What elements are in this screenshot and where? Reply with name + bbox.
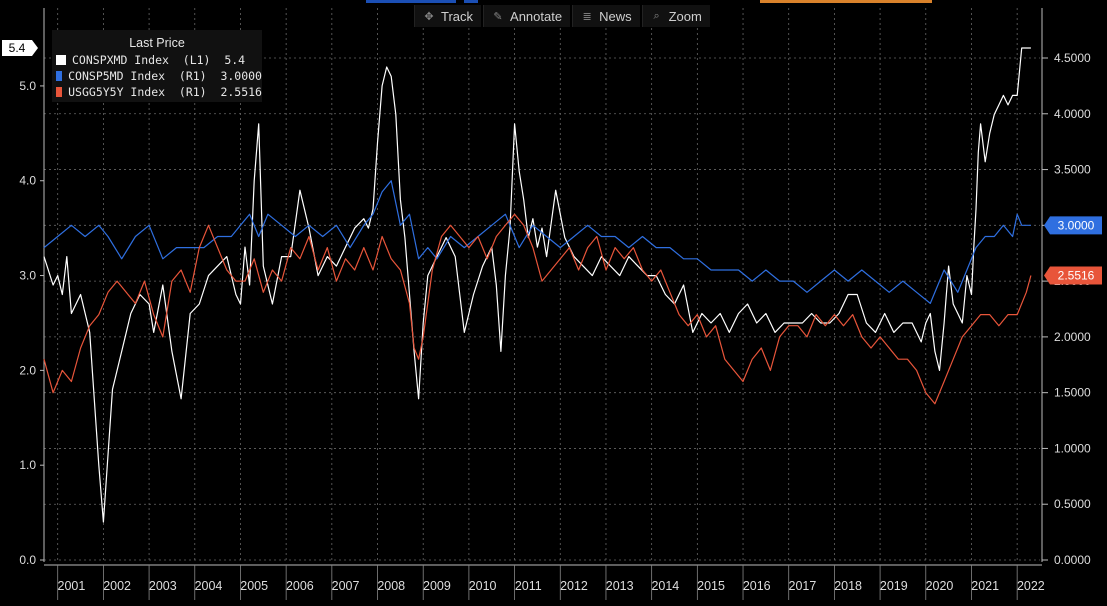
- right-last-value-box: [1044, 266, 1102, 285]
- x-axis-tick-label: 2017: [789, 579, 817, 593]
- right-axis-tick-label: 4.0000: [1054, 107, 1091, 121]
- x-axis-tick-label: 2015: [697, 579, 725, 593]
- x-axis-tick-label: 2019: [880, 579, 908, 593]
- annotate-button[interactable]: ✎ Annotate: [483, 5, 571, 27]
- x-axis-tick-label: 2016: [743, 579, 771, 593]
- right-axis-tick-label: 2.0000: [1054, 330, 1091, 344]
- legend-swatch-orange: [56, 87, 63, 97]
- annotate-label: Annotate: [510, 8, 563, 24]
- x-axis-tick-label: 2008: [377, 579, 405, 593]
- pencil-icon: ✎: [493, 10, 503, 23]
- left-axis-tick-label: 0.0: [19, 553, 36, 567]
- x-axis-tick-label: 2001: [58, 579, 86, 593]
- left-axis-tick-label: 4.0: [19, 174, 36, 188]
- right-last-value-label: 2.5516: [1058, 269, 1095, 283]
- x-axis-tick-label: 2006: [286, 579, 314, 593]
- series-line-conspxmd: [43, 47, 1031, 523]
- legend-item-usgg5y5y: USGG5Y5Y Index (R1) 2.5516: [52, 84, 262, 100]
- x-axis-tick-label: 2013: [606, 579, 634, 593]
- left-last-value-box: [2, 40, 38, 56]
- right-axis-tick-label: 4.5000: [1054, 51, 1091, 65]
- news-label: News: [599, 8, 632, 24]
- x-axis-tick-label: 2014: [651, 579, 679, 593]
- x-axis-tick-label: 2003: [149, 579, 177, 593]
- top-accent-bar-blue-small: [464, 0, 478, 3]
- x-axis-tick-label: 2012: [560, 579, 588, 593]
- legend-label: USGG5Y5Y Index (R1) 2.5516: [68, 85, 262, 99]
- left-axis-tick-label: 1.0: [19, 458, 36, 472]
- x-axis-tick-label: 2007: [332, 579, 360, 593]
- left-axis-tick-label: 2.0: [19, 363, 36, 377]
- x-axis-tick-label: 2005: [240, 579, 268, 593]
- top-accent-bar-blue: [366, 0, 456, 3]
- right-axis-tick-label: 0.5000: [1054, 497, 1091, 511]
- x-axis-tick-label: 2002: [103, 579, 131, 593]
- x-axis-tick-label: 2009: [423, 579, 451, 593]
- left-last-value-label: 5.4: [9, 41, 26, 55]
- series-line-consp5md: [43, 180, 1031, 304]
- news-button[interactable]: ≣ News: [572, 5, 640, 27]
- legend-swatch-blue: [56, 71, 63, 81]
- right-axis-tick-label: 1.5000: [1054, 386, 1091, 400]
- top-accent-bar-orange: [760, 0, 932, 3]
- left-axis-tick-label: 5.0: [19, 79, 36, 93]
- zoom-label: Zoom: [668, 8, 702, 24]
- legend-label: CONSPXMD Index (L1) 5.4: [72, 53, 246, 67]
- zoom-button[interactable]: ⌕ Zoom: [641, 5, 710, 27]
- x-axis-tick-label: 2011: [515, 579, 542, 593]
- right-last-value-label: 3.0000: [1058, 218, 1095, 232]
- right-axis-tick-label: 0.0000: [1054, 553, 1091, 567]
- x-axis-tick-label: 2010: [469, 579, 497, 593]
- series-line-usgg5y5y: [43, 213, 1032, 405]
- legend-title: Last Price: [129, 36, 185, 50]
- left-axis-tick-label: 3.0: [19, 269, 36, 283]
- chart-toolbar: ✥ Track ✎ Annotate ≣ News ⌕ Zoom: [414, 5, 710, 27]
- right-axis-tick-label: 3.5000: [1054, 163, 1091, 177]
- legend-label: CONSP5MD Index (R1) 3.0000: [68, 69, 262, 83]
- x-axis-tick-label: 2004: [195, 579, 223, 593]
- legend-item-consp5md: CONSP5MD Index (R1) 3.0000: [52, 68, 262, 84]
- x-axis-tick-label: 2022: [1017, 579, 1045, 593]
- x-axis-tick-label: 2020: [926, 579, 954, 593]
- chart-legend: Last Price CONSPXMD Index (L1) 5.4 CONSP…: [52, 30, 262, 102]
- track-label: Track: [441, 8, 474, 24]
- legend-item-conspxmd: CONSPXMD Index (L1) 5.4: [52, 52, 262, 68]
- legend-swatch-white: [56, 55, 66, 65]
- magnifier-icon: ⌕: [653, 9, 660, 22]
- right-last-value-box: [1044, 216, 1102, 235]
- news-icon: ≣: [582, 10, 592, 23]
- right-axis-tick-label: 1.0000: [1054, 441, 1091, 455]
- x-axis-tick-label: 2021: [971, 579, 999, 593]
- x-axis-tick-label: 2018: [834, 579, 862, 593]
- crosshair-icon: ✥: [424, 10, 434, 23]
- track-button[interactable]: ✥ Track: [414, 5, 482, 27]
